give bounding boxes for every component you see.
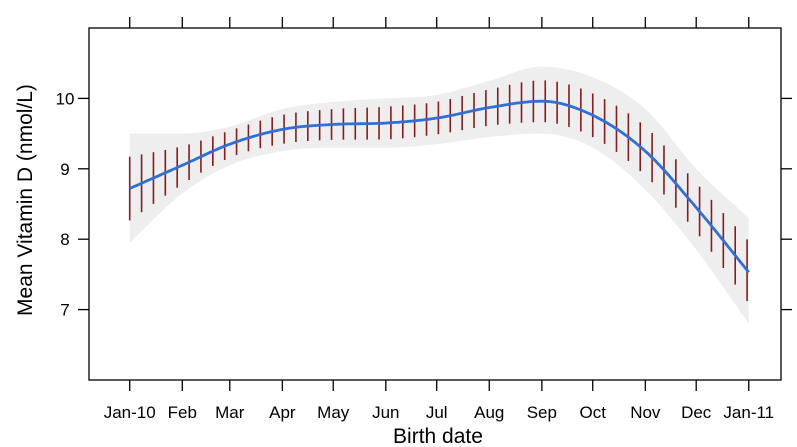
y-tick-label: 9 xyxy=(60,160,69,179)
x-tick-label: May xyxy=(317,403,350,422)
plot-frame xyxy=(88,27,782,381)
x-axis-title: Birth date xyxy=(393,425,483,447)
y-axis-ticks: 7 8 9 10 xyxy=(56,89,792,320)
confidence-band-layer xyxy=(129,66,749,324)
x-tick-label: Jan-10 xyxy=(104,403,156,422)
x-tick-label: Mar xyxy=(215,403,245,422)
x-tick-label: Oct xyxy=(580,403,607,422)
x-tick-label: Aug xyxy=(474,403,504,422)
y-axis-title: Mean Vitamin D (nmol/L) xyxy=(14,84,37,316)
y-tick-label: 7 xyxy=(60,301,69,320)
x-tick-label: Feb xyxy=(168,403,197,422)
x-tick-label: Nov xyxy=(630,403,661,422)
y-tick-label: 10 xyxy=(56,89,75,108)
fitted-line xyxy=(129,99,750,274)
x-tick-label: Jun xyxy=(372,403,399,422)
x-tick-label: Sep xyxy=(527,403,557,422)
x-tick-label: Apr xyxy=(269,403,296,422)
x-tick-label: Dec xyxy=(681,403,712,422)
y-tick-label: 8 xyxy=(60,230,69,249)
x-tick-label: Jan-11 xyxy=(723,403,774,422)
x-tick-label: Jul xyxy=(426,403,448,422)
confidence-band xyxy=(129,66,749,324)
x-axis-ticks: Jan-10 Feb Mar Apr May Jun Jul Aug Sep Oct Nov Dec J… xyxy=(104,17,774,422)
fitted-line-layer xyxy=(129,99,750,274)
